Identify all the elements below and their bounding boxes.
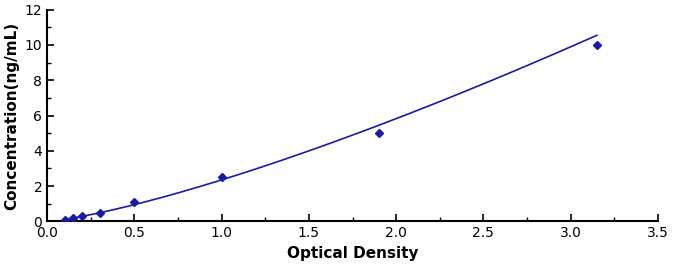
- Y-axis label: Concentration(ng/mL): Concentration(ng/mL): [4, 21, 19, 210]
- X-axis label: Optical Density: Optical Density: [287, 246, 419, 261]
